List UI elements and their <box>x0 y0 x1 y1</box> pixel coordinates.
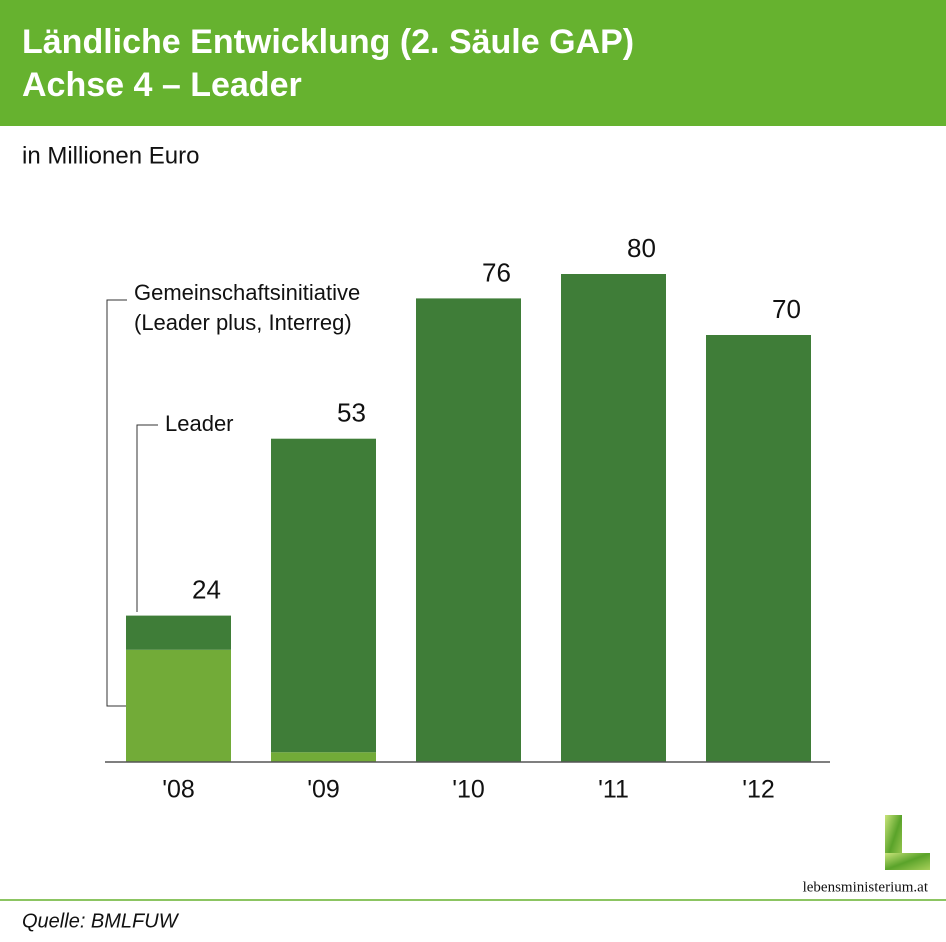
total-label: 24 <box>192 574 221 604</box>
header-band <box>0 0 946 126</box>
logo-mark <box>885 853 930 870</box>
legend-bracket <box>136 424 158 612</box>
title-line: Achse 4 – Leader <box>22 66 302 104</box>
source: Quelle: BMLFUW <box>22 910 180 932</box>
x-tick-label: '11 <box>598 776 629 804</box>
total-label: 70 <box>772 294 801 324</box>
total-label: 53 <box>337 398 366 428</box>
bar-segment <box>706 335 811 762</box>
subtitle: in Millionen Euro <box>22 142 199 169</box>
bar-segment <box>126 615 231 650</box>
legend-label: Gemeinschaftsinitiative (Leader plus, In… <box>134 280 361 335</box>
legend-label: Leader <box>165 411 234 436</box>
logo-mark <box>885 815 902 865</box>
bar-segment <box>271 752 376 762</box>
x-tick-label: '08 <box>162 776 195 804</box>
bar-segment <box>271 438 376 753</box>
legend-bracket <box>106 299 127 707</box>
bar-segment <box>561 274 666 762</box>
title-line: Ländliche Entwicklung (2. Säule GAP) <box>22 23 634 61</box>
x-tick-label: '10 <box>452 776 485 804</box>
x-tick-label: '12 <box>742 776 775 804</box>
bar-segment <box>416 298 521 762</box>
logo-text: lebensministerium.at <box>803 879 929 895</box>
total-label: 80 <box>627 233 656 263</box>
bar-segment <box>126 649 231 762</box>
x-tick-label: '09 <box>307 776 340 804</box>
total-label: 76 <box>482 257 511 287</box>
